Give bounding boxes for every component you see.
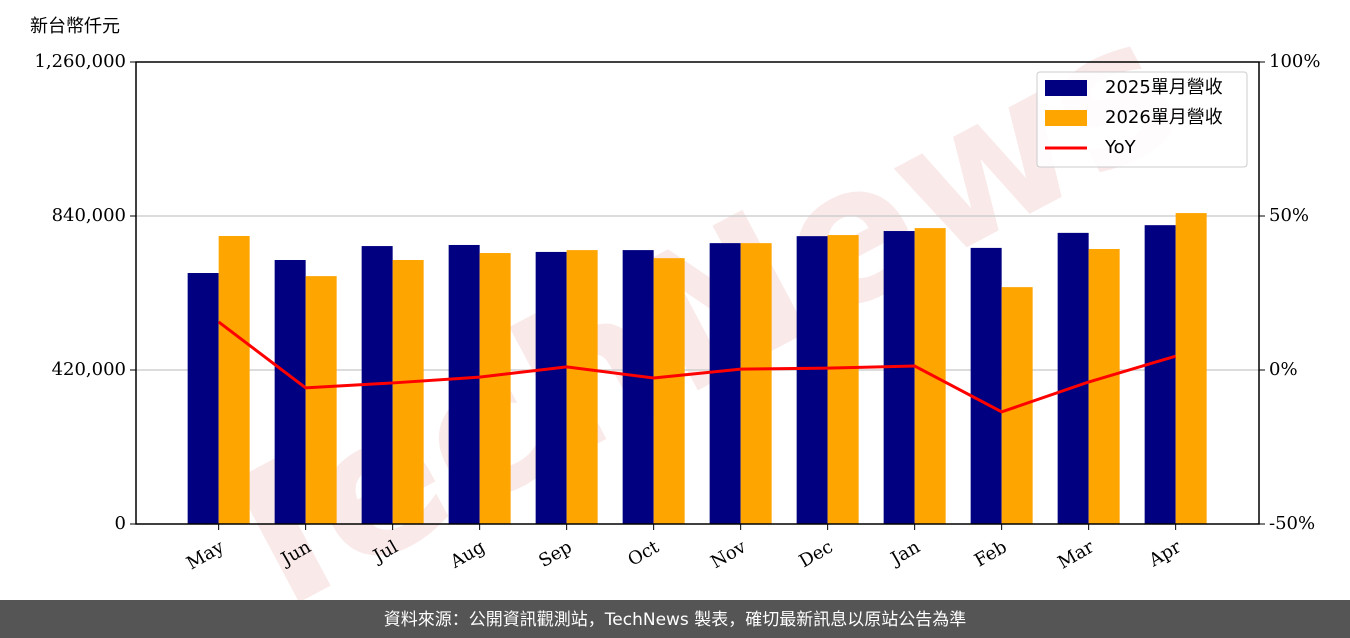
legend-box xyxy=(1036,71,1248,168)
bar xyxy=(622,250,654,524)
x-tick-label: Dec xyxy=(796,536,837,572)
bar xyxy=(392,260,424,524)
legend-swatch xyxy=(1045,80,1087,96)
bar xyxy=(305,276,337,524)
bar xyxy=(274,260,306,524)
x-tick-label: Feb xyxy=(971,536,1011,571)
bar xyxy=(566,250,598,524)
yoy-line xyxy=(217,320,1177,414)
bar xyxy=(448,244,480,524)
legend-label: 2026單月營收 xyxy=(1105,107,1223,128)
bar xyxy=(709,243,741,524)
legend-label: YoY xyxy=(1104,137,1137,158)
bar xyxy=(827,235,859,525)
bar xyxy=(1144,225,1176,524)
bar xyxy=(796,236,828,524)
plot-frame xyxy=(135,61,1260,525)
x-tick-label: Mar xyxy=(1054,536,1098,573)
bar xyxy=(1088,249,1120,524)
y2-tick-label: 0% xyxy=(1269,359,1298,380)
bar xyxy=(535,251,567,524)
footer: 資料來源：公開資訊觀測站，TechNews 製表，確切最新訊息以原站公告為準 xyxy=(384,610,966,630)
bar xyxy=(740,243,772,524)
x-tick-label: Oct xyxy=(624,536,663,571)
legend-label: 2025單月營收 xyxy=(1105,77,1223,98)
bar xyxy=(479,253,511,525)
bar xyxy=(187,273,219,524)
y-tick-label: 420,000 xyxy=(52,359,126,380)
bar xyxy=(1175,213,1207,525)
bar xyxy=(883,231,915,525)
bar xyxy=(1057,232,1089,524)
x-tick-label: Sep xyxy=(535,536,575,571)
bar xyxy=(970,247,1002,524)
x-tick-label: Apr xyxy=(1145,536,1185,571)
y-tick-label: 0 xyxy=(115,513,126,534)
y2-tick-label: -50% xyxy=(1269,513,1315,534)
bar xyxy=(653,258,685,524)
x-tick-label: Nov xyxy=(707,536,750,573)
y2-tick-label: 50% xyxy=(1269,205,1309,226)
y-tick-label: 840,000 xyxy=(52,205,126,226)
footer-bar xyxy=(0,600,1350,638)
x-tick-label: Jan xyxy=(886,536,924,570)
bar xyxy=(218,235,250,524)
legend-swatch xyxy=(1045,110,1087,126)
y-tick-label: 1,260,000 xyxy=(34,51,126,72)
bar xyxy=(914,228,946,524)
y-axis-label: 新台幣仟元 xyxy=(30,16,120,37)
y2-tick-label: 100% xyxy=(1269,51,1320,72)
